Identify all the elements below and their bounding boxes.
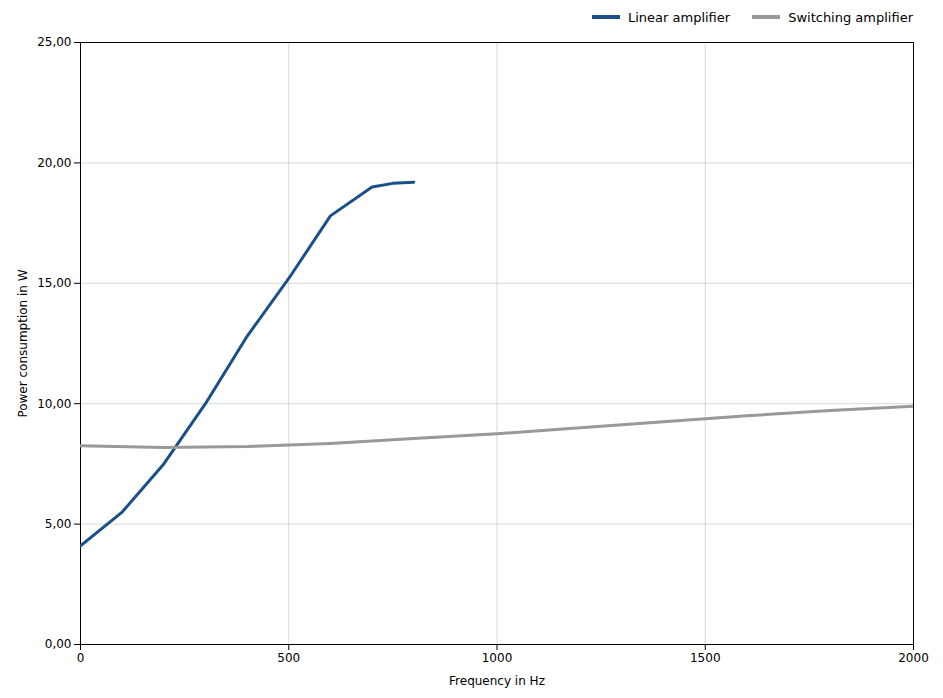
html-text:Linear amplifier: Linear amplifier [628,9,731,25]
svg-text:0,00: 0,00 [45,637,72,651]
svg-text:1500: 1500 [690,651,721,665]
svg-text:15,00: 15,00 [37,276,71,290]
html-text:Switching amplifier: Switching amplifier [788,9,913,25]
svg-text:10,00: 10,00 [37,397,71,411]
svg-text:25,00: 25,00 [37,35,71,49]
svg-text:Power consumption in W: Power consumption in W [16,269,30,417]
svg-text:500: 500 [277,651,300,665]
svg-text:1000: 1000 [482,651,513,665]
svg-text:0: 0 [77,651,85,665]
svg-text:2000: 2000 [898,651,929,665]
svg-text:Frequency in Hz: Frequency in Hz [449,674,545,688]
svg-text:20,00: 20,00 [37,156,71,170]
svg-text:5,00: 5,00 [45,517,72,531]
